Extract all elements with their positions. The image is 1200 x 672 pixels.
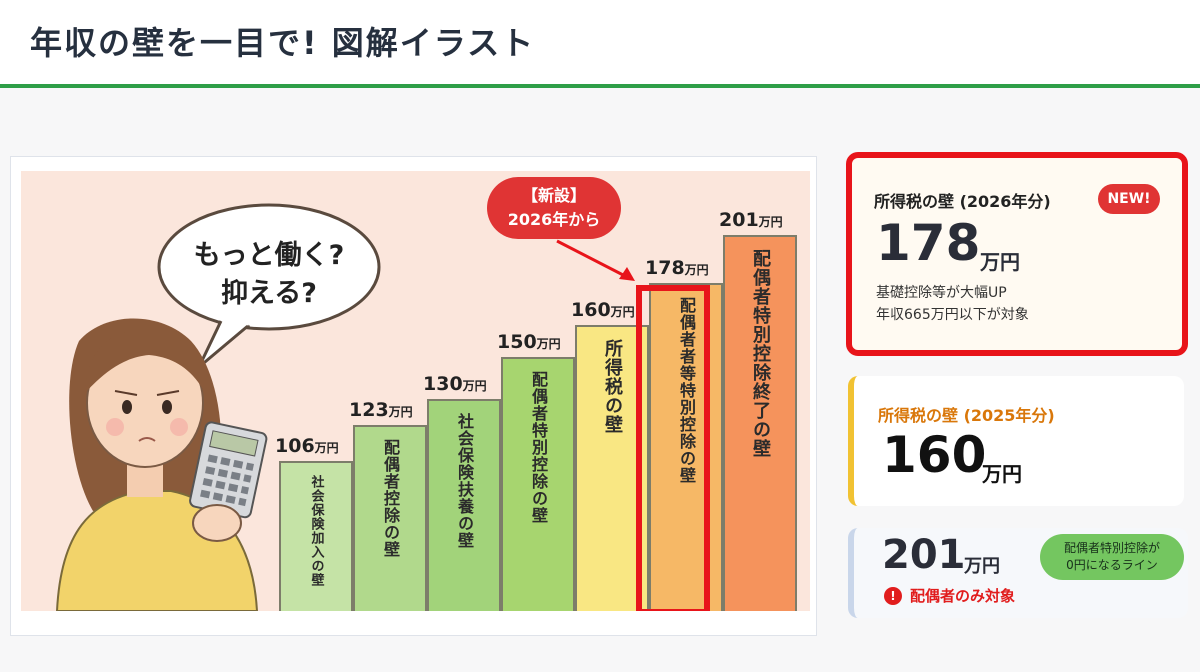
wall-bar-amount-value: 130 [423,373,463,395]
card-unit: 万円 [964,556,1000,577]
wall-bar-label: 配偶者者等特別控除の壁 [677,297,696,484]
illustration-drawing [55,203,635,611]
wall-bar-amount-value: 178 [645,257,685,279]
wall-bar: 配偶者特別控除終了の壁 [723,235,797,611]
wall-bar-amount: 150万円 [497,331,561,353]
wall-bar-label: 配偶者特別控除の壁 [529,371,548,524]
wall-bar-amount: 160万円 [571,299,635,321]
wall-bar-label: 所得税の壁 [602,339,623,434]
card-title: 所得税の壁 (2025年分) [878,406,1055,425]
wall-bar-amount-unit: 万円 [388,405,413,419]
wall-bar-label: 配偶者特別控除終了の壁 [750,249,771,458]
wall-bar-amount-value: 201 [719,209,759,231]
wall-bar-amount: 201万円 [719,209,783,231]
wall-bar-amount-value: 106 [275,435,315,457]
wall-illustration: もっと働く? 抑える? 【新設】 2026年から 社会保険加入の壁 106万円 配偶… [21,171,810,611]
page-title: 年収の壁を一目で! 図解イラスト [30,24,536,62]
new-callout-line-1: 【新設】 [521,186,586,205]
page-header: 年収の壁を一目で! 図解イラスト [0,0,1200,88]
wall-bar-amount: 130万円 [423,373,487,395]
wall-bar-amount-unit: 万円 [462,379,487,393]
warning-text: 配偶者のみ対象 [910,587,1016,605]
card-note-1: 基礎控除等が大幅UP [876,285,1007,301]
wall-bar: 配偶者控除の壁 [353,425,427,611]
card-value: 160 [882,426,987,484]
card-title: 所得税の壁 (2026年分) [874,192,1051,211]
speech-line-1: もっと働く? [193,240,345,271]
wall-bar-label: 社会保険加入の壁 [308,475,324,587]
badge-line-2: 0円になるライン [1066,558,1158,572]
illustration-frame: もっと働く? 抑える? 【新設】 2026年から 社会保険加入の壁 106万円 配偶… [10,156,817,636]
wall-bar: 配偶者特別控除の壁 [501,357,575,611]
card-unit: 万円 [982,462,1022,486]
wall-bar-amount-value: 150 [497,331,537,353]
warning-icon: ! [884,587,902,605]
zero-line-badge: 配偶者特別控除が 0円になるライン [1040,534,1184,580]
wall-bar-amount-unit: 万円 [536,337,561,351]
wall-bar-amount: 123万円 [349,399,413,421]
wall-bar-amount-value: 123 [349,399,389,421]
new-badge: NEW! [1098,184,1160,214]
speech-bubble-text: もっと働く? 抑える? [169,237,369,313]
wall-bar-amount: 106万円 [275,435,339,457]
spouse-deduction-end-card: 201 万円 配偶者特別控除が 0円になるライン ! 配偶者のみ対象 [848,528,1188,618]
wall-bar-amount-unit: 万円 [684,263,709,277]
wall-bar: 配偶者者等特別控除の壁 [649,283,723,611]
wall-bar-label: 配偶者控除の壁 [381,439,400,558]
wall-bar-amount: 178万円 [645,257,709,279]
wall-bar-amount-unit: 万円 [314,441,339,455]
card-value: 201 [882,532,966,578]
speech-bubble [157,203,381,331]
wall-bar-amount-unit: 万円 [758,215,783,229]
wall-bar: 社会保険扶養の壁 [427,399,501,611]
card-value: 178 [876,214,981,272]
wall-bar-amount-value: 160 [571,299,611,321]
highlight-box-178 [636,285,710,611]
new-callout: 【新設】 2026年から [487,177,621,239]
wall-bar-amount-unit: 万円 [610,305,635,319]
income-tax-wall-2026-card: 所得税の壁 (2026年分) NEW! 178 万円 基礎控除等が大幅UP 年収… [846,152,1188,356]
badge-line-1: 配偶者特別控除が [1063,541,1160,555]
wall-bar: 社会保険加入の壁 [279,461,353,611]
new-callout-arrow [556,239,628,279]
card-unit: 万円 [980,250,1020,274]
income-tax-wall-2025-card: 所得税の壁 (2025年分) 160 万円 [848,376,1184,506]
wall-bar-label: 社会保険扶養の壁 [455,413,474,549]
speech-line-2: 抑える? [221,278,317,309]
new-callout-line-2: 2026年から [507,210,601,229]
card-note-2: 年収665万円以下が対象 [876,307,1029,323]
